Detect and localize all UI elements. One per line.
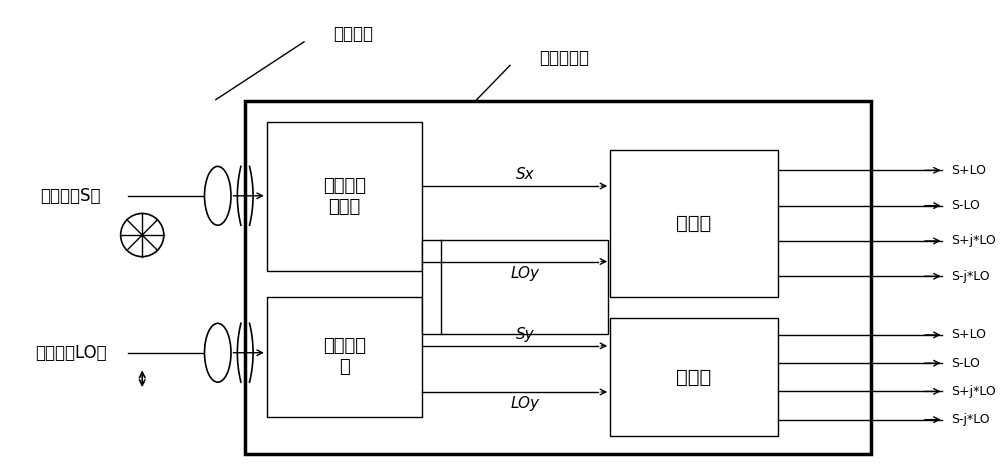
Text: 混频器: 混频器	[676, 368, 712, 387]
Text: S+LO: S+LO	[951, 328, 986, 342]
Text: S-j*LO: S-j*LO	[951, 413, 990, 426]
Text: 功率分光
器: 功率分光 器	[323, 337, 366, 376]
Text: 本振光（LO）: 本振光（LO）	[35, 344, 106, 362]
Bar	[267, 297, 422, 417]
Text: S+j*LO: S+j*LO	[951, 385, 996, 398]
Ellipse shape	[205, 166, 231, 225]
Text: S-LO: S-LO	[951, 199, 980, 212]
Circle shape	[121, 213, 164, 256]
Bar	[245, 101, 871, 454]
Text: Sy: Sy	[515, 327, 534, 342]
Text: 混频器: 混频器	[676, 214, 712, 233]
Bar	[610, 318, 778, 436]
Ellipse shape	[205, 323, 231, 382]
Text: 偏振分光
旋转器: 偏振分光 旋转器	[323, 177, 366, 216]
Text: 波导光组件: 波导光组件	[539, 49, 589, 67]
Text: LOy: LOy	[510, 396, 539, 411]
Bar	[610, 150, 778, 297]
Bar	[422, 240, 608, 334]
Text: 信号光（S）: 信号光（S）	[40, 187, 101, 205]
Text: S-LO: S-LO	[951, 357, 980, 370]
Text: S+j*LO: S+j*LO	[951, 235, 996, 247]
Bar	[267, 122, 422, 271]
Text: Sx: Sx	[515, 167, 534, 182]
Text: LOy: LOy	[510, 266, 539, 281]
Text: 耦合透镜: 耦合透镜	[333, 25, 373, 43]
Text: S-j*LO: S-j*LO	[951, 270, 990, 283]
Text: S+LO: S+LO	[951, 164, 986, 177]
